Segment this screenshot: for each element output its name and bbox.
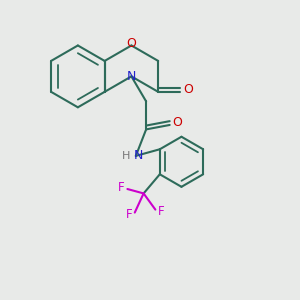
Text: N: N	[134, 149, 143, 162]
Text: O: O	[173, 116, 183, 129]
Text: F: F	[118, 181, 125, 194]
Text: O: O	[184, 83, 194, 96]
Text: F: F	[126, 208, 132, 220]
Text: H: H	[122, 151, 130, 161]
Text: O: O	[127, 38, 136, 50]
Text: F: F	[158, 205, 165, 218]
Text: N: N	[127, 70, 136, 83]
